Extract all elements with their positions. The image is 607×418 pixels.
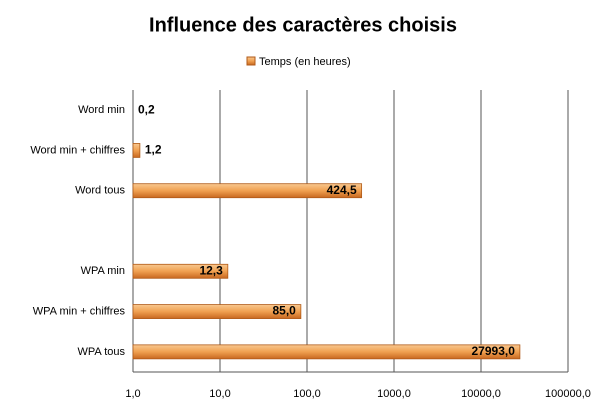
bar — [132, 344, 521, 360]
x-tick-label: 10,0 — [209, 388, 230, 400]
x-tick-label: 100,0 — [293, 388, 321, 400]
bar — [132, 304, 302, 319]
x-tick-label: 1,0 — [125, 388, 140, 400]
x-tick-label: 100000,0 — [545, 388, 591, 400]
value-label: 424,5 — [327, 183, 357, 197]
value-label: 0,2 — [138, 102, 155, 116]
legend: Temps (en heures) — [246, 56, 351, 68]
value-label: 12,3 — [199, 263, 223, 277]
legend-label: Temps (en heures) — [259, 56, 351, 68]
x-tick-label: 1000,0 — [377, 388, 411, 400]
bar — [132, 183, 363, 199]
bar — [132, 143, 141, 158]
value-label: 27993,0 — [472, 344, 516, 358]
y-tick-label: Word tous — [75, 185, 125, 197]
value-label: 85,0 — [273, 304, 297, 318]
legend-swatch — [246, 56, 256, 66]
x-tick-label: 10000,0 — [461, 388, 501, 400]
chart-title: Influence des caractères choisis — [149, 14, 457, 36]
y-tick-label: Word min — [78, 104, 125, 116]
value-label: 1,2 — [145, 143, 162, 157]
bar — [132, 263, 229, 279]
y-tick-label: WPA min — [81, 265, 125, 277]
y-tick-label: Word min + chiffres — [30, 144, 125, 156]
y-tick-label: WPA min + chiffres — [33, 305, 126, 317]
y-tick-label: WPA tous — [78, 346, 126, 358]
